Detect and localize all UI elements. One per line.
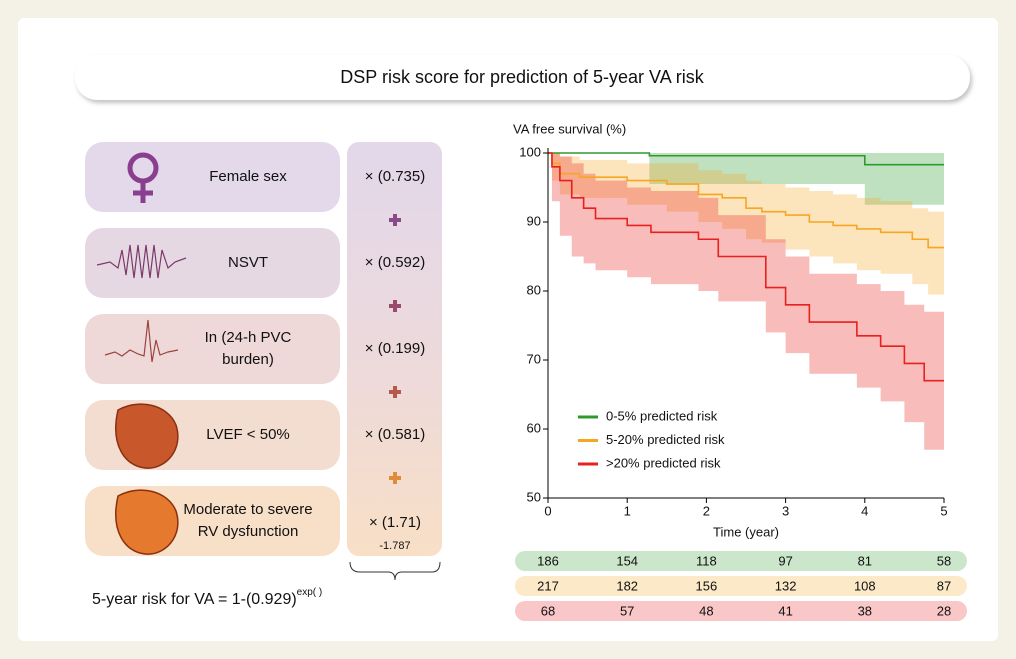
chart: VA free survival (%)Time (year)506070809… [513,121,967,621]
risk-count: 97 [778,553,792,568]
factor-label: Moderate to severe [183,501,312,518]
factor-label: In (24-h PVC [205,329,292,346]
survival-line [548,152,944,382]
x-tick-label: 3 [782,503,789,518]
y-tick-label: 80 [527,282,541,297]
risk-count: 81 [858,553,872,568]
y-tick-label: 90 [527,213,541,228]
y-axis-label: VA free survival (%) [513,121,626,136]
risk-count: 58 [937,553,951,568]
x-tick-label: 0 [544,503,551,518]
factor-label: LVEF < 50% [206,426,290,443]
confidence-band [548,153,944,478]
risk-count: 154 [616,553,638,568]
pvc-icon [104,319,179,363]
title-pill [75,55,970,100]
confidence-band [548,153,944,295]
coefficient: × (0.199) [365,340,425,357]
x-tick-label: 1 [624,503,631,518]
factor-box [85,314,340,384]
legend-label: 5-20% predicted risk [606,432,725,447]
coefficient: × (0.581) [365,426,425,443]
x-tick-label: 2 [703,503,710,518]
risk-count: 182 [616,578,638,593]
coefficient: × (0.592) [365,254,425,271]
formula: 5-year risk for VA = 1-(0.929)exp( ) [92,587,322,609]
coefficient-column [347,142,442,556]
risk-count: 118 [696,553,717,568]
confidence-band [548,153,944,205]
legend-label: 0-5% predicted risk [606,408,718,423]
risk-row [515,601,967,621]
risk-count: 217 [537,578,559,593]
risk-row [515,576,967,596]
survival-line [548,152,944,249]
plus-sign [389,472,401,484]
risk-row [515,551,967,571]
y-tick-label: 70 [527,351,541,366]
risk-count: 132 [775,578,797,593]
plus-sign [389,214,401,226]
plus-sign [389,300,401,312]
score-panel: 5-year risk for VA = 1-(0.929)exp( ) -1.… [85,142,442,608]
risk-count: 87 [937,578,951,593]
legend-label: >20% predicted risk [606,455,721,470]
x-axis-label: Time (year) [713,524,779,539]
nsvt-icon [96,244,187,279]
factor-label: Female sex [209,168,287,185]
risk-count: 186 [537,553,559,568]
factor-label: RV dysfunction [198,523,299,540]
factor-label: NSVT [228,254,268,271]
risk-count: 57 [620,603,634,618]
y-tick-label: 50 [527,489,541,504]
venus-icon [127,152,159,203]
heart-icon [115,489,179,555]
risk-count: 28 [937,603,951,618]
brace [349,561,441,581]
intercept: -1.787 [379,540,410,552]
factor-box [85,228,340,298]
heart-icon [115,403,179,469]
x-tick-label: 4 [861,503,868,518]
formula-exponent: exp( ) [297,587,323,598]
risk-count: 68 [541,603,555,618]
coefficient: × (1.71) [369,514,421,531]
risk-count: 38 [858,603,872,618]
formula-text: 5-year risk for VA = 1-(0.929) [92,591,297,608]
y-tick-label: 100 [519,144,541,159]
risk-count: 48 [699,603,713,618]
factor-label: burden) [222,351,274,368]
risk-count: 156 [696,578,718,593]
risk-count: 41 [778,603,792,618]
coefficient: × (0.735) [365,168,425,185]
plus-sign [389,386,401,398]
survival-line [548,152,944,166]
title: DSP risk score for prediction of 5-year … [340,67,704,87]
y-tick-label: 60 [527,420,541,435]
risk-count: 108 [854,578,876,593]
x-tick-label: 5 [940,503,947,518]
